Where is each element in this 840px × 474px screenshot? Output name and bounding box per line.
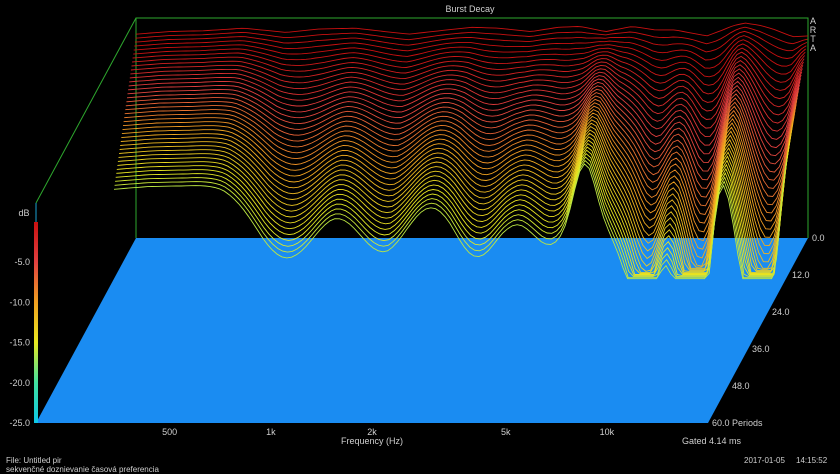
periods-tick-label: 48.0 (732, 381, 750, 391)
decay-slice (120, 122, 794, 267)
footer-description: sekvenčné doznievanie časová preferencia (6, 465, 159, 474)
frequency-tick-label: 2k (367, 427, 377, 437)
footer-file: File: Untitled pir (6, 456, 62, 465)
decay-slice (129, 71, 802, 138)
decay-slice (114, 159, 788, 279)
y-unit-label: dB (18, 208, 29, 218)
brand-letter: R (810, 25, 817, 35)
periods-tick-label: 12.0 (792, 270, 810, 280)
decay-slice (130, 60, 804, 112)
decay-slice (132, 51, 805, 95)
frequency-tick-label: 10k (600, 427, 615, 437)
decay-slice (120, 126, 793, 268)
decay-slice (135, 22, 809, 38)
decay-slice (125, 95, 798, 198)
chart-title: Burst Decay (445, 4, 495, 14)
brand-letter: A (810, 43, 816, 53)
decay-slice (113, 162, 787, 280)
decay-slice (116, 146, 790, 274)
frequency-tick-label: 5k (501, 427, 511, 437)
gated-label: Gated 4.14 ms (682, 436, 742, 446)
decay-slice (133, 39, 806, 69)
decay-slice (118, 136, 791, 271)
brand-letter: A (810, 16, 816, 26)
decay-slice (126, 88, 799, 181)
waterfall-slices (113, 22, 809, 280)
decay-slice (121, 119, 794, 259)
db-tick-label: -15.0 (9, 338, 30, 348)
periods-tick-label: 60.0 Periods (712, 418, 763, 428)
decay-slice (132, 47, 805, 86)
decay-slice (125, 92, 799, 189)
decay-slice (119, 132, 792, 270)
decay-slice (130, 64, 803, 120)
x-axis-label: Frequency (Hz) (341, 436, 403, 446)
decay-slice (122, 109, 796, 233)
decay-slice (117, 139, 791, 272)
periods-tick-label: 36.0 (752, 344, 770, 354)
decay-slice (127, 81, 800, 163)
decay-slice (121, 115, 795, 250)
db-tick-label: -5.0 (14, 257, 30, 267)
decay-slice (115, 153, 789, 277)
decay-slice (133, 43, 806, 78)
db-tick-label: -10.0 (9, 297, 30, 307)
decay-slice (119, 129, 793, 269)
frequency-axis-ticks: 500 1k 2k 5k 10k (162, 427, 614, 437)
decay-slice (135, 26, 808, 45)
decay-slice (124, 98, 798, 207)
decay-slice (123, 105, 797, 224)
decay-slice (115, 156, 788, 278)
decay-slice (134, 35, 807, 61)
frequency-tick-label: 500 (162, 427, 177, 437)
decay-slice (116, 149, 789, 275)
periods-tick-label: 0.0 (812, 233, 825, 243)
decay-slice (126, 85, 800, 172)
db-tick-label: -20.0 (9, 378, 30, 388)
waterfall-floor (36, 238, 808, 423)
decay-slice (117, 142, 790, 273)
db-axis-ticks: -5.0 -10.0 -15.0 -20.0 -25.0 (9, 257, 30, 428)
footer-date: 2017-01-05 (744, 456, 785, 465)
color-scale-bar (34, 222, 38, 423)
decay-slice (128, 78, 801, 155)
brand-letter: T (810, 34, 816, 44)
footer-time: 14:15:52 (796, 456, 828, 465)
periods-axis-ticks: 0.0 12.0 24.0 36.0 48.0 60.0 Periods (712, 233, 825, 428)
decay-slice (122, 112, 795, 242)
decay-slice (131, 55, 804, 103)
decay-slice (124, 102, 797, 216)
decay-slice (129, 68, 803, 129)
periods-tick-label: 24.0 (772, 307, 790, 317)
color-scale-gradient (34, 222, 38, 423)
decay-slice (128, 75, 802, 146)
decay-slice (134, 30, 808, 53)
frequency-tick-label: 1k (266, 427, 276, 437)
db-tick-label: -25.0 (9, 418, 30, 428)
